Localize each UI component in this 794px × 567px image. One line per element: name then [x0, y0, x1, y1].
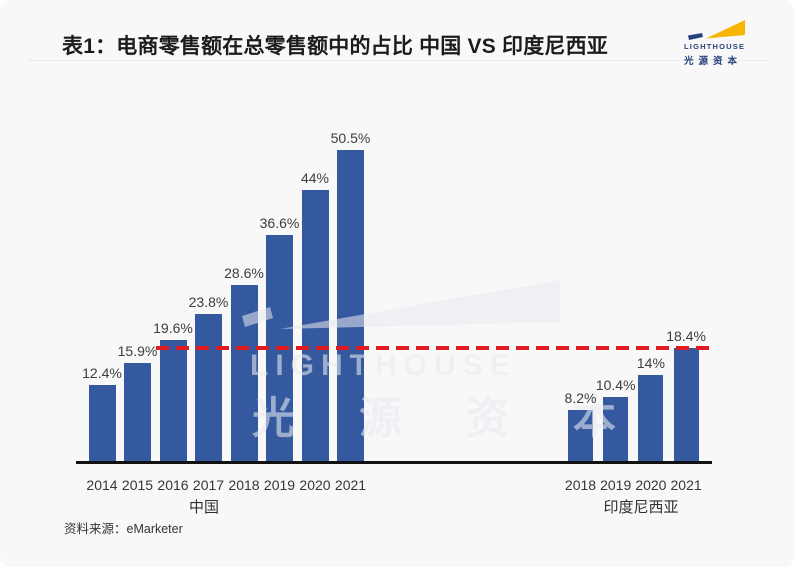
x-tick-label: 2018 [228, 477, 260, 493]
bar-value-label: 19.6% [153, 320, 193, 336]
bar-value-label: 28.6% [224, 265, 264, 281]
source-note: 资料来源：eMarketer [64, 522, 183, 536]
bar-value-label: 23.8% [188, 294, 229, 310]
bar [603, 397, 629, 461]
group-label: 中国 [188, 499, 219, 516]
bar [195, 314, 222, 461]
bar-value-label: 36.6% [259, 215, 300, 231]
x-tick-label: 2015 [121, 477, 154, 493]
lighthouse-beam-icon [688, 20, 745, 40]
group-label: 印度尼西亚 [603, 499, 679, 516]
x-tick-label: 2014 [86, 477, 118, 493]
bar-value-label: 14% [636, 355, 665, 371]
x-tick-label: 2020 [299, 477, 331, 493]
x-axis-line [76, 461, 712, 464]
bar [568, 410, 593, 461]
x-tick-label: 2016 [157, 477, 189, 493]
bar [124, 363, 151, 461]
x-tick-label: 2020 [635, 477, 667, 493]
bar-value-label: 18.4% [666, 328, 706, 344]
logo-wordmark: LIGHTHOUSE [684, 42, 746, 51]
reference-dashed-line [156, 346, 712, 350]
x-tick-label: 2021 [670, 477, 702, 493]
logo-cn-name: 光源资本 [684, 56, 743, 67]
bar [88, 385, 116, 461]
x-tick-label: 2019 [600, 477, 632, 493]
lighthouse-logo: LIGHTHOUSE 光源资本 [684, 17, 760, 67]
bar-value-label: 15.9% [117, 343, 158, 359]
bar-value-label: 12.4% [82, 365, 122, 381]
x-tick-label: 2021 [334, 477, 367, 493]
page-title: 表1：电商零售额在总零售额中的占比 中国 VS 印度尼西亚 [62, 35, 608, 58]
bar [337, 150, 364, 461]
x-tick-label: 2018 [564, 477, 597, 493]
bar [673, 348, 699, 461]
x-tick-label: 2019 [263, 477, 296, 493]
x-tick-label: 2017 [192, 477, 225, 493]
bar-value-label: 8.2% [564, 390, 597, 406]
bar [638, 375, 664, 461]
bar [230, 285, 258, 461]
bar-value-label: 44% [300, 170, 330, 186]
title-divider [28, 60, 768, 61]
bar-value-label: 10.4% [595, 377, 636, 393]
bar [159, 340, 187, 461]
bar-value-label: 50.5% [330, 130, 371, 146]
